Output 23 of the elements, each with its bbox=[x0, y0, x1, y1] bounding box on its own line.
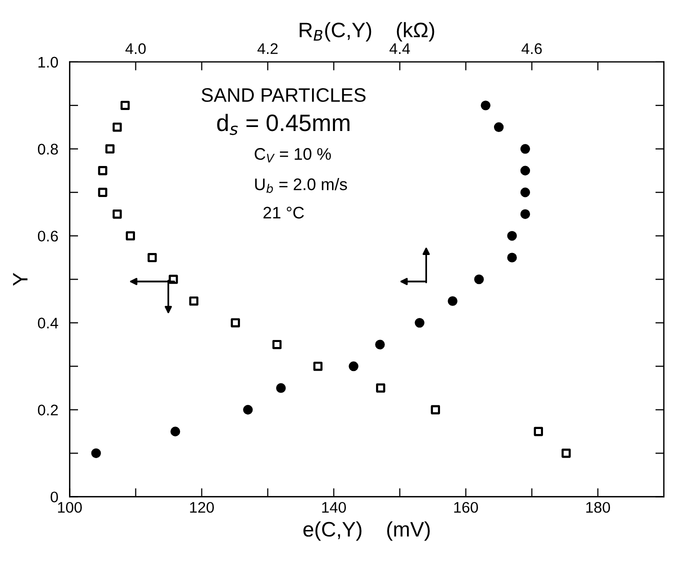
y-tick-label: 0.6 bbox=[38, 230, 58, 242]
x-tick-label: 140 bbox=[322, 502, 346, 513]
x-tick-label: 120 bbox=[190, 502, 214, 513]
x2-tick-label: 4.2 bbox=[257, 43, 278, 54]
y-tick-label: 0 bbox=[50, 492, 58, 502]
x-tick-label: 180 bbox=[586, 502, 610, 513]
x-tick-label: 100 bbox=[58, 502, 82, 513]
annotation: U$_{b}$ = 2.0 m/s bbox=[255, 178, 347, 193]
y-tick-label: 0.2 bbox=[38, 404, 58, 416]
x2-axis-title: R$_{B}$(C,Y) (kΩ) bbox=[300, 22, 434, 42]
x-tick-label: 160 bbox=[454, 502, 478, 513]
x2-tick-label: 4.4 bbox=[390, 43, 410, 54]
x-axis-title: e(C,Y) (mV) bbox=[303, 521, 430, 541]
y-tick-label: 1.0 bbox=[38, 56, 58, 68]
annotation: SAND PARTICLES bbox=[202, 88, 366, 102]
annotation: C$_{V}$ = 10 % bbox=[254, 148, 331, 162]
annotation: 21 °C bbox=[263, 206, 304, 219]
y-tick-label: 0.4 bbox=[38, 318, 58, 328]
annotation: d$_{s}$ = 0.45mm bbox=[217, 114, 350, 136]
y-axis-title: Y bbox=[13, 272, 28, 286]
x2-tick-label: 4.0 bbox=[125, 43, 146, 54]
y-tick-label: 0.8 bbox=[38, 144, 58, 155]
x2-tick-label: 4.6 bbox=[522, 43, 542, 54]
